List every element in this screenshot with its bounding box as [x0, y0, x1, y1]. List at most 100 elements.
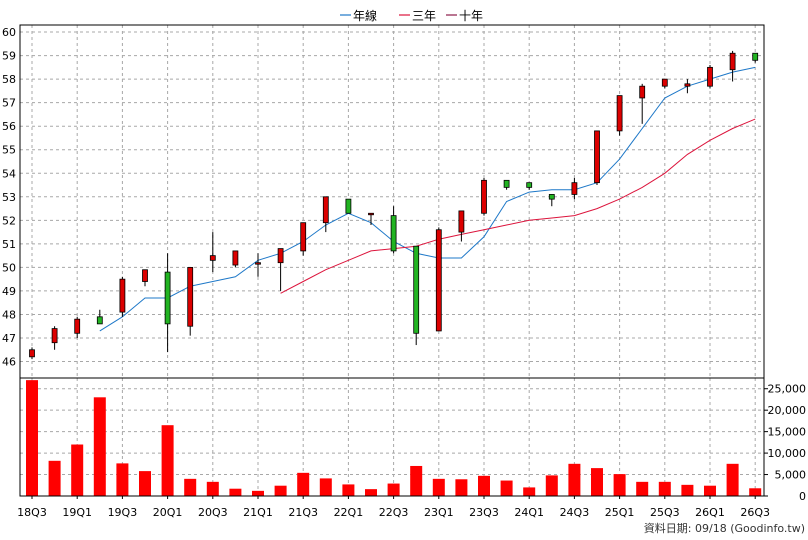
price-tick-label: 52 [2, 214, 16, 227]
x-tick-label: 20Q1 [153, 506, 183, 519]
volume-bar [455, 479, 468, 496]
candle-body [390, 215, 397, 252]
candle-body [300, 222, 307, 252]
volume-tick-label: 25,000 [768, 383, 807, 396]
legend-label-1: 三年 [412, 9, 436, 23]
volume-tick-label: 20,000 [768, 404, 807, 417]
candle [187, 266, 194, 336]
candle-body [187, 266, 194, 327]
candle-body [209, 255, 216, 261]
volume-bar [116, 463, 129, 496]
price-y-axis: 46 47 48 49 50 51 52 53 54 55 56 57 58 59 60 [2, 26, 16, 368]
candle [571, 177, 578, 200]
candle [29, 347, 35, 360]
price-tick-label: 47 [2, 332, 16, 345]
candle [255, 253, 261, 277]
volume-y-axis: 0 5,000 10,000 15,000 20,000 25,000 [764, 383, 806, 503]
price-tick-label: 55 [2, 144, 16, 157]
candle-body [684, 83, 691, 87]
candle [435, 227, 442, 332]
candle [390, 206, 397, 254]
volume-bar [500, 480, 513, 496]
volume-tick-label: 15,000 [768, 426, 807, 439]
candle-body [752, 52, 759, 61]
candle-body [707, 66, 713, 87]
x-axis: 18Q3 19Q1 19Q3 20Q1 20Q3 21Q1 21Q3 22Q1 22Q3 23Q1… [17, 496, 770, 519]
x-tick-label: 24Q3 [560, 506, 590, 519]
x-tick-label: 19Q1 [62, 506, 92, 519]
volume-bar [613, 474, 626, 496]
x-tick-label: 26Q1 [695, 506, 725, 519]
x-tick-label: 24Q1 [514, 506, 544, 519]
candle-body [594, 130, 600, 184]
candle [503, 179, 510, 190]
candle-body [96, 316, 103, 325]
candle-body [616, 95, 623, 132]
legend-label-0: 年線 [353, 8, 377, 23]
candle [368, 212, 374, 226]
volume-bar [568, 463, 581, 496]
price-tick-label: 49 [2, 285, 16, 298]
price-tick-label: 59 [2, 50, 16, 63]
candle-body [639, 85, 646, 99]
candle [548, 194, 555, 207]
x-tick-label: 26Q3 [740, 506, 770, 519]
price-tick-label: 57 [2, 97, 16, 110]
ma-line-0 [99, 66, 756, 332]
candle-body [571, 182, 578, 195]
candle-body [368, 212, 374, 216]
candle-body [458, 210, 465, 233]
volume-bar [523, 487, 536, 496]
volume-bars [26, 380, 762, 496]
candle-body [232, 250, 239, 266]
x-tick-label: 23Q1 [424, 506, 454, 519]
price-tick-label: 60 [2, 26, 16, 39]
x-tick-label: 21Q3 [288, 506, 318, 519]
candlesticks [29, 50, 759, 360]
volume-bar [726, 463, 739, 496]
volume-bar [252, 490, 264, 496]
volume-bar [545, 475, 558, 496]
volume-bar [365, 489, 377, 496]
chart-frame [19, 24, 765, 497]
price-tick-label: 56 [2, 120, 16, 133]
moving-average-lines [99, 66, 756, 332]
candle [74, 316, 81, 338]
x-tick-label: 18Q3 [17, 506, 47, 519]
volume-bar [229, 488, 242, 496]
candle-body [142, 269, 148, 282]
candle [616, 95, 623, 136]
candle [277, 248, 284, 291]
volume-bar [704, 485, 716, 496]
volume-bar [432, 478, 445, 496]
candle-body [526, 182, 533, 188]
candle-body [503, 179, 510, 188]
volume-bar [681, 484, 694, 496]
candle [707, 65, 713, 89]
volume-bar [161, 425, 174, 496]
volume-tick-label: 10,000 [768, 447, 807, 460]
x-tick-label: 25Q3 [650, 506, 680, 519]
volume-bar [93, 397, 106, 496]
volume-bar [636, 481, 649, 496]
volume-bar [48, 460, 61, 496]
x-tick-label: 25Q1 [605, 506, 635, 519]
candle-body [255, 262, 261, 265]
volume-bar [274, 485, 287, 496]
chart-legend: 年線 三年 十年 [340, 8, 483, 23]
candle [209, 232, 216, 273]
volume-bar [591, 468, 603, 496]
candle-body [481, 179, 487, 214]
volume-bar [26, 380, 38, 496]
candle [51, 326, 58, 350]
candle-body [29, 349, 35, 358]
volume-bar [319, 478, 332, 496]
candle-body [729, 52, 736, 71]
x-tick-label: 22Q1 [334, 506, 364, 519]
ma-line-1 [280, 118, 756, 294]
candle [232, 250, 239, 268]
volume-bar [342, 484, 355, 496]
volume-bar [139, 471, 151, 496]
candle [481, 177, 487, 216]
